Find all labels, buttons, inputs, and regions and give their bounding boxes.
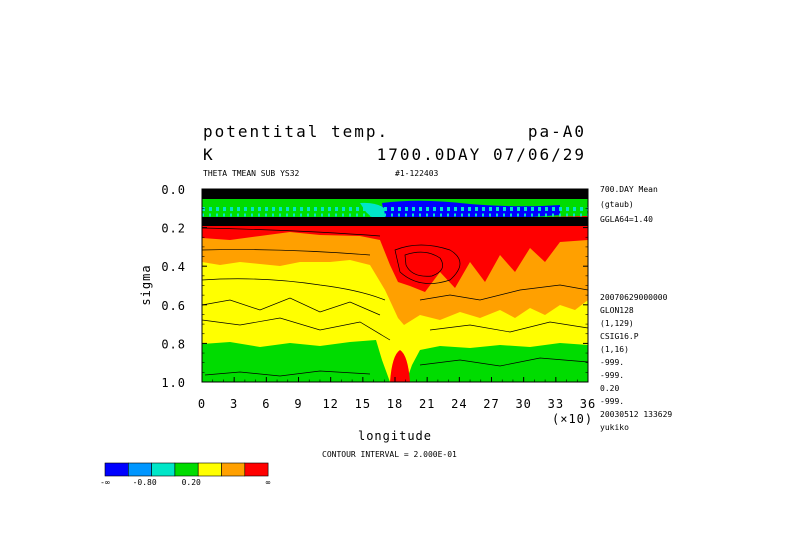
x-axis: 0 3 6 9 12 15 18 21 24 27 30 33 36 xyxy=(198,189,596,411)
colorbar-swatch xyxy=(104,462,129,477)
y-tick-label: 0.4 xyxy=(161,260,186,274)
y-tick-label: 0.6 xyxy=(161,299,186,313)
side-info-line: CSIG16.P xyxy=(600,332,639,341)
side-info-line: GLON128 xyxy=(600,306,634,315)
x-tick-label: 9 xyxy=(294,397,302,411)
x-tick-label: 18 xyxy=(387,397,403,411)
side-info-line: 20070629000000 xyxy=(600,293,668,302)
side-info-line: -999. xyxy=(600,358,624,367)
colorbar-label: -∞ xyxy=(100,478,110,487)
side-info-bottom: 20070629000000 GLON128 (1,129) CSIG16.P (1,1… xyxy=(600,293,672,432)
fill-red-surface xyxy=(390,350,410,382)
x-tick-label: 36 xyxy=(580,397,596,411)
contour-interval: CONTOUR INTERVAL = 2.000E-01 xyxy=(322,450,457,459)
colorbar-swatch xyxy=(244,462,269,477)
x-tick-label: 30 xyxy=(515,397,531,411)
x-tick-label: 24 xyxy=(451,397,467,411)
side-info-top: 700.DAY Mean (gtaub) GGLA64=1.40 xyxy=(600,185,658,224)
colorbar-label: ∞ xyxy=(266,478,271,487)
y-tick-label: 0.0 xyxy=(161,183,186,197)
side-info-line: 700.DAY Mean xyxy=(600,185,658,194)
title-line2-right: 1700.0DAY 07/06/29 xyxy=(377,145,586,164)
x-tick-label: 33 xyxy=(548,397,564,411)
side-info-line: 0.20 xyxy=(600,384,619,393)
colorbar: -∞ -0.80 0.20 ∞ xyxy=(100,462,271,487)
fill-dark-band xyxy=(202,217,588,226)
side-info-line: GGLA64=1.40 xyxy=(600,215,653,224)
side-info-line: (1,129) xyxy=(600,319,634,328)
contour-lines xyxy=(202,227,588,377)
x-tick-label: 12 xyxy=(322,397,338,411)
x-axis-multiplier: (×10) xyxy=(552,412,593,426)
x-axis-label: longitude xyxy=(358,429,432,443)
y-tick-label: 1.0 xyxy=(161,376,186,390)
y-tick-label: 0.8 xyxy=(161,337,186,351)
colorbar-label: 0.20 xyxy=(182,478,201,487)
x-tick-label: 3 xyxy=(230,397,238,411)
colorbar-swatch xyxy=(151,462,176,477)
x-tick-label: 21 xyxy=(419,397,435,411)
colorbar-swatch xyxy=(174,462,199,477)
title-line1-right: pa-A0 xyxy=(528,122,586,141)
colorbar-swatch xyxy=(197,462,222,477)
side-info-line: (gtaub) xyxy=(600,200,634,209)
y-axis: 0.0 0.2 0.4 0.6 0.8 1.0 xyxy=(161,183,588,390)
x-tick-label: 27 xyxy=(483,397,499,411)
colorbar-swatch xyxy=(128,462,152,477)
side-info-line: (1,16) xyxy=(600,345,629,354)
colorbar-label: -0.80 xyxy=(133,478,157,487)
x-tick-label: 0 xyxy=(198,397,206,411)
subtitle-left: THETA TMEAN SUB YS32 xyxy=(203,169,300,178)
colorbar-swatch xyxy=(221,462,246,477)
contour-field xyxy=(202,189,588,382)
y-axis-label: sigma xyxy=(139,264,153,305)
side-info-line: yukiko xyxy=(600,423,629,432)
subtitle-right: #1-122403 xyxy=(395,169,439,178)
title-line2-left: K xyxy=(203,145,215,164)
y-tick-label: 0.2 xyxy=(161,222,186,236)
title-line1-left: potentital temp. xyxy=(203,122,389,141)
side-info-line: -999. xyxy=(600,397,624,406)
x-tick-label: 6 xyxy=(262,397,270,411)
side-info-line: -999. xyxy=(600,371,624,380)
x-tick-label: 15 xyxy=(355,397,371,411)
side-info-line: 20030512 133629 xyxy=(600,410,672,419)
